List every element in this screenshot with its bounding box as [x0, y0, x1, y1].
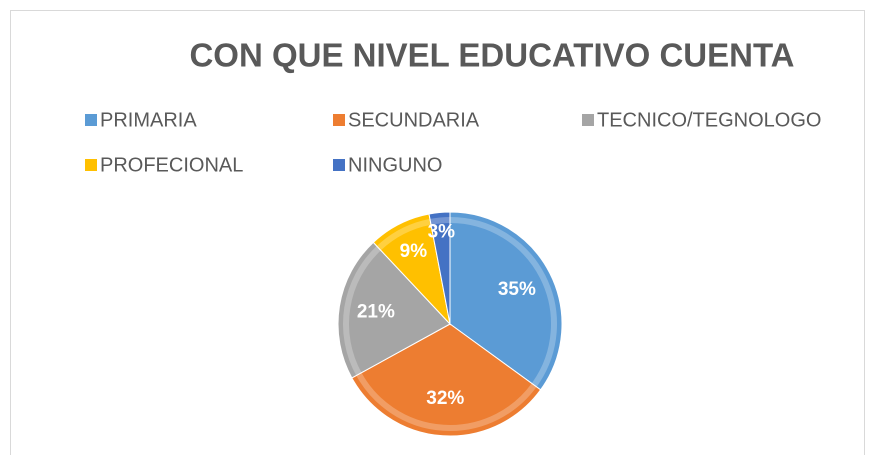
pie-slice [337, 241, 451, 379]
data-label: 35% [498, 279, 536, 300]
legend-label: TECNICO/TEGNOLOGO [597, 109, 821, 131]
pie-slice [351, 323, 542, 437]
legend-swatch [333, 114, 345, 126]
legend-swatch [85, 159, 97, 171]
legend-label: PROFECIONAL [100, 154, 243, 176]
legend-label: NINGUNO [348, 154, 442, 176]
chart-title: CON QUE NIVEL EDUCATIVO CUENTA [189, 37, 794, 74]
legend-swatch [582, 114, 594, 126]
legend-label: PRIMARIA [100, 109, 197, 131]
data-label: 21% [357, 301, 395, 322]
data-label: 32% [426, 388, 464, 409]
pie-slice [449, 211, 563, 391]
pie-slice [428, 211, 451, 325]
legend-swatch [333, 159, 345, 171]
slice-highlight [376, 218, 432, 251]
slice-highlight [429, 217, 451, 225]
slice-highlight [356, 372, 537, 431]
legend-label: SECUNDARIA [348, 109, 480, 131]
data-label: 3% [428, 222, 456, 243]
slice-highlight [343, 246, 381, 376]
slice-highlight [449, 217, 557, 387]
legend-swatch [85, 114, 97, 126]
data-label: 9% [400, 241, 428, 262]
